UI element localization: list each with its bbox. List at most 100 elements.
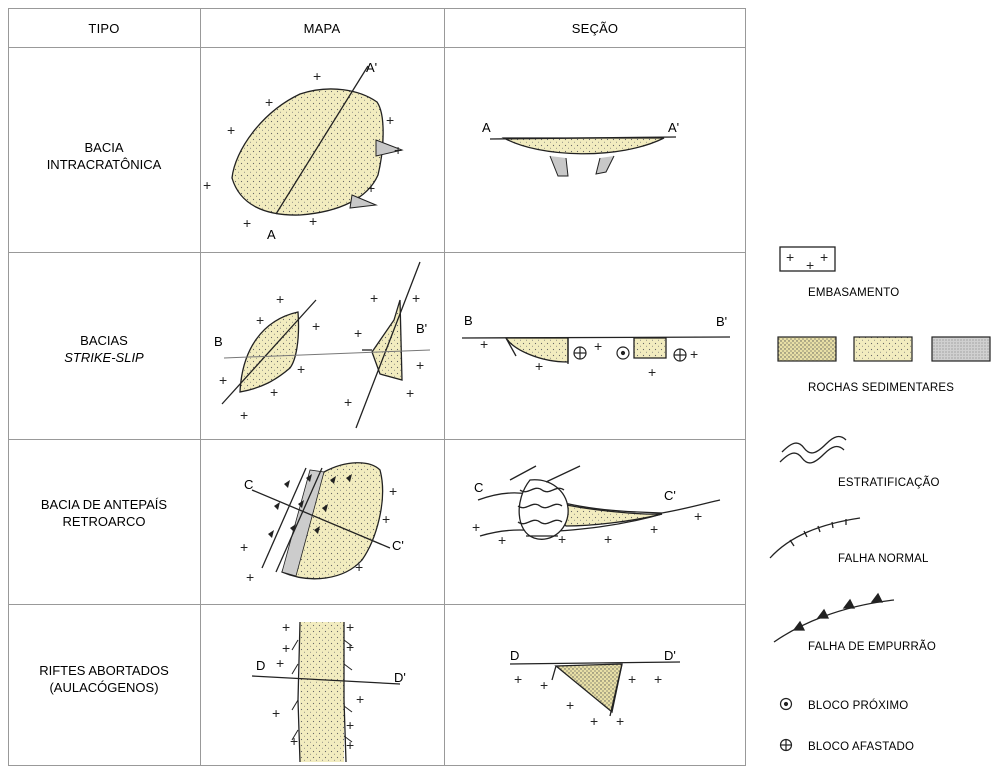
legend-bloco-proximo-label: BLOCO PRÓXIMO xyxy=(808,699,908,712)
svg-text:+: + xyxy=(389,483,397,499)
svg-text:+: + xyxy=(313,68,321,84)
row1-map-label-start: A xyxy=(267,227,276,242)
svg-text:+: + xyxy=(282,640,290,656)
legend-sed-swatch-3 xyxy=(932,337,990,361)
legend-sed-swatch-1 xyxy=(778,337,836,361)
svg-text:+: + xyxy=(628,671,636,687)
svg-text:+: + xyxy=(566,697,574,713)
svg-text:+: + xyxy=(282,619,290,635)
row4-tipo-line1: RIFTES ABORTADOS xyxy=(39,663,169,678)
bloco-afastado-icon xyxy=(781,740,792,751)
svg-text:+: + xyxy=(356,691,364,707)
svg-text:+: + xyxy=(344,394,352,410)
svg-text:+: + xyxy=(514,671,522,687)
svg-text:+: + xyxy=(355,559,363,575)
row4-map-label-end: D' xyxy=(394,670,406,685)
svg-text:+: + xyxy=(394,142,402,158)
svg-text:+: + xyxy=(276,655,284,671)
svg-text:+: + xyxy=(786,249,794,265)
svg-text:+: + xyxy=(290,733,298,749)
svg-text:+: + xyxy=(367,180,375,196)
row2-sec-label-end: B' xyxy=(716,314,727,329)
svg-text:+: + xyxy=(276,291,284,307)
row2-map xyxy=(222,262,430,428)
row2-sec-label-start: B xyxy=(464,313,473,328)
svg-text:+: + xyxy=(604,531,612,547)
row3-section xyxy=(478,466,720,539)
row1-section xyxy=(490,137,676,176)
legend-estratificacao-label: ESTRATIFICAÇÃO xyxy=(838,476,940,489)
svg-text:+: + xyxy=(240,539,248,555)
legend-sed-swatch-2 xyxy=(854,337,912,361)
svg-text:+: + xyxy=(406,385,414,401)
row1-sec-label-start: A xyxy=(482,120,491,135)
svg-text:+: + xyxy=(246,569,254,585)
header-mapa: MAPA xyxy=(304,21,341,36)
legend-falha-normal-label: FALHA NORMAL xyxy=(838,553,929,565)
svg-text:+: + xyxy=(270,384,278,400)
row4-sec-label-start: D xyxy=(510,648,519,663)
legend-embasamento-label: EMBASAMENTO xyxy=(808,287,899,299)
svg-text:+: + xyxy=(256,312,264,328)
row4-map xyxy=(252,622,400,762)
legend: + + + EMBASAMENTO ROCHAS SEDIMENTARES ES… xyxy=(770,247,990,753)
row1-tipo-line1: BACIA xyxy=(84,140,123,155)
row3-tipo-line2: RETROARCO xyxy=(62,514,145,529)
svg-text:+: + xyxy=(370,290,378,306)
svg-text:+: + xyxy=(382,511,390,527)
legend-rochas-label: ROCHAS SEDIMENTARES xyxy=(808,382,954,394)
legend-estratificacao-symbol xyxy=(780,437,846,463)
svg-text:+: + xyxy=(820,249,828,265)
row3-sec-label-start: C xyxy=(474,480,483,495)
header-tipo: TIPO xyxy=(88,21,119,36)
header-secao: SEÇÃO xyxy=(572,21,619,36)
row2-tipo-line1: BACIAS xyxy=(80,333,128,348)
svg-text:+: + xyxy=(346,619,354,635)
svg-text:+: + xyxy=(558,531,566,547)
svg-text:+: + xyxy=(219,372,227,388)
row3-tipo-line1: BACIA DE ANTEPAÍS xyxy=(41,497,168,512)
basin-outline xyxy=(232,89,383,215)
bloco-proximo-icon xyxy=(781,699,792,710)
row2-map-label-end: B' xyxy=(416,321,427,336)
legend-bloco-afastado-label: BLOCO AFASTADO xyxy=(808,741,914,753)
svg-text:+: + xyxy=(498,532,506,548)
svg-text:+: + xyxy=(312,318,320,334)
row3-map xyxy=(252,463,390,579)
svg-text:+: + xyxy=(472,519,480,535)
svg-text:+: + xyxy=(265,94,273,110)
row2-block-symbols xyxy=(574,347,686,361)
row3-map-label-end: C' xyxy=(392,538,404,553)
row3-map-label-start: C xyxy=(244,477,253,492)
row4-map-label-start: D xyxy=(256,658,265,673)
svg-text:+: + xyxy=(540,677,548,693)
fault-triangle-2 xyxy=(350,195,376,208)
svg-text:+: + xyxy=(227,122,235,138)
svg-text:+: + xyxy=(386,112,394,128)
svg-text:+: + xyxy=(806,257,814,273)
row1-map-label-end: A' xyxy=(366,60,377,75)
row3-sec-label-end: C' xyxy=(664,488,676,503)
svg-text:+: + xyxy=(480,336,488,352)
svg-text:+: + xyxy=(535,358,543,374)
svg-text:+: + xyxy=(346,717,354,733)
row1-map xyxy=(232,66,402,215)
svg-text:+: + xyxy=(590,713,598,729)
row1-tipo-line2: INTRACRATÔNICA xyxy=(47,157,162,172)
svg-text:+: + xyxy=(650,521,658,537)
row4-sec-label-end: D' xyxy=(664,648,676,663)
svg-text:+: + xyxy=(690,346,698,362)
svg-text:+: + xyxy=(694,508,702,524)
svg-text:+: + xyxy=(297,361,305,377)
svg-text:+: + xyxy=(416,357,424,373)
svg-text:+: + xyxy=(346,737,354,753)
svg-text:+: + xyxy=(309,213,317,229)
svg-text:+: + xyxy=(240,407,248,423)
svg-text:+: + xyxy=(412,290,420,306)
svg-text:+: + xyxy=(648,364,656,380)
row4-tipo-line2: (AULACÓGENOS) xyxy=(49,680,158,695)
intracratonic-fill xyxy=(504,138,664,154)
legend-falha-normal-symbol xyxy=(770,518,860,558)
svg-text:+: + xyxy=(616,713,624,729)
